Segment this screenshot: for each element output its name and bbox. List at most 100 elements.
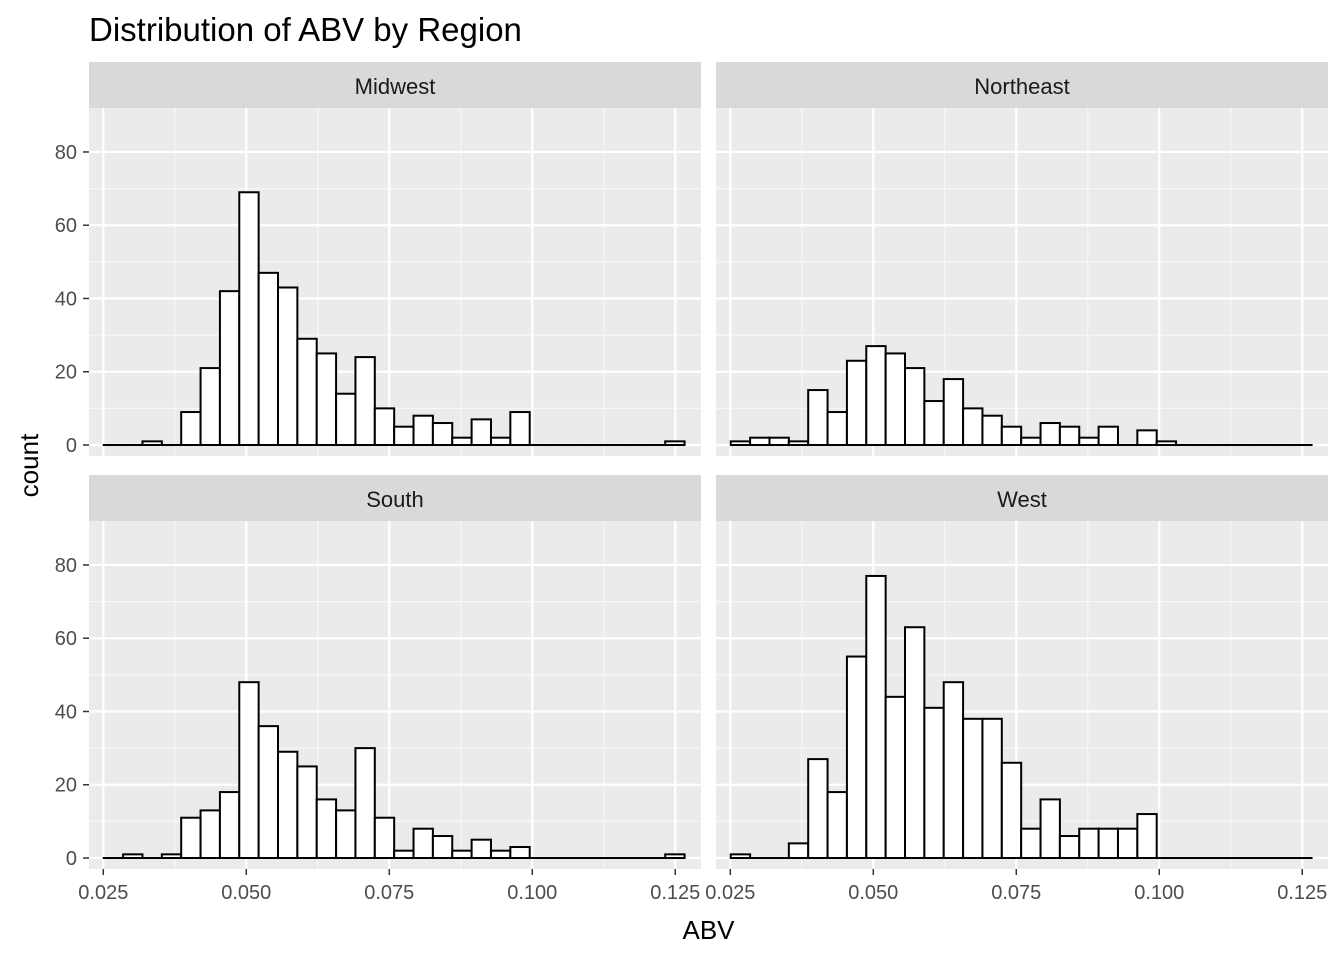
histogram-bar bbox=[181, 818, 200, 858]
histogram-bar bbox=[375, 408, 394, 445]
histogram-bar bbox=[317, 353, 336, 445]
histogram-bar bbox=[510, 412, 529, 445]
histogram-bar bbox=[355, 357, 374, 445]
x-tick-label: 0.125 bbox=[650, 882, 700, 904]
histogram-bar bbox=[414, 829, 433, 858]
histogram-bar bbox=[1137, 814, 1156, 858]
x-tick-label: 0.025 bbox=[78, 882, 128, 904]
histogram-bar bbox=[181, 412, 200, 445]
histogram-bar bbox=[394, 851, 413, 858]
histogram-bar bbox=[375, 818, 394, 858]
y-tick-label: 60 bbox=[55, 215, 77, 237]
histogram-bar bbox=[866, 346, 885, 445]
y-tick-label: 0 bbox=[66, 435, 77, 457]
x-tick-label: 0.100 bbox=[507, 882, 557, 904]
histogram-bar bbox=[905, 368, 924, 445]
histogram-bar bbox=[886, 353, 905, 445]
histogram-bar bbox=[924, 708, 943, 858]
chart-title: Distribution of ABV by Region bbox=[89, 11, 522, 48]
x-tick-label: 0.125 bbox=[1277, 882, 1327, 904]
y-tick-label: 80 bbox=[55, 555, 77, 577]
y-tick-label: 60 bbox=[55, 628, 77, 650]
histogram-bar bbox=[1021, 438, 1040, 445]
histogram-bar bbox=[336, 394, 355, 445]
histogram-bar bbox=[665, 854, 684, 858]
histogram-bar bbox=[924, 401, 943, 445]
histogram-bar bbox=[1157, 441, 1176, 445]
histogram-bar bbox=[278, 287, 297, 445]
histogram-bar bbox=[1060, 427, 1079, 445]
histogram-bar bbox=[789, 843, 808, 858]
histogram-bar bbox=[297, 766, 316, 858]
x-tick-label: 0.100 bbox=[1134, 882, 1184, 904]
y-tick-label: 20 bbox=[55, 362, 77, 384]
histogram-bar bbox=[278, 752, 297, 858]
histogram-bar bbox=[769, 438, 788, 445]
histogram-bar bbox=[847, 657, 866, 858]
facet-strip-label: Midwest bbox=[355, 74, 436, 99]
histogram-bar bbox=[905, 627, 924, 858]
histogram-bar bbox=[808, 390, 827, 445]
histogram-bar bbox=[963, 408, 982, 445]
histogram-bar bbox=[847, 361, 866, 445]
histogram-bar bbox=[259, 273, 278, 445]
histogram-bar bbox=[1079, 438, 1098, 445]
histogram-bar bbox=[239, 192, 258, 445]
histogram-bar bbox=[1118, 829, 1137, 858]
histogram-bar bbox=[201, 810, 220, 858]
histogram-bar bbox=[452, 438, 471, 445]
histogram-bar bbox=[1041, 799, 1060, 858]
histogram-bar bbox=[220, 792, 239, 858]
histogram-bar bbox=[944, 682, 963, 858]
histogram-bar bbox=[1002, 763, 1021, 858]
histogram-bar bbox=[317, 799, 336, 858]
histogram-bar bbox=[828, 792, 847, 858]
histogram-bar bbox=[433, 836, 452, 858]
histogram-bar bbox=[433, 423, 452, 445]
x-tick-label: 0.025 bbox=[705, 882, 755, 904]
histogram-bar bbox=[1002, 427, 1021, 445]
histogram-bar bbox=[239, 682, 258, 858]
x-tick-label: 0.050 bbox=[221, 882, 271, 904]
histogram-bar bbox=[963, 719, 982, 858]
histogram-bar bbox=[297, 339, 316, 445]
histogram-bar bbox=[982, 719, 1001, 858]
histogram-bar bbox=[142, 441, 161, 445]
histogram-bar bbox=[731, 854, 750, 858]
histogram-bar bbox=[1041, 423, 1060, 445]
x-tick-label: 0.075 bbox=[991, 882, 1041, 904]
histogram-bar bbox=[1137, 430, 1156, 445]
facet-strip-label: Northeast bbox=[974, 74, 1069, 99]
histogram-bar bbox=[510, 847, 529, 858]
histogram-bar bbox=[1021, 829, 1040, 858]
histogram-bar bbox=[336, 810, 355, 858]
histogram-bar bbox=[750, 438, 769, 445]
histogram-bar bbox=[808, 759, 827, 858]
histogram-bar bbox=[452, 851, 471, 858]
y-tick-label: 40 bbox=[55, 288, 77, 310]
histogram-bar bbox=[491, 438, 510, 445]
y-tick-label: 20 bbox=[55, 775, 77, 797]
histogram-bar bbox=[394, 427, 413, 445]
x-tick-label: 0.075 bbox=[364, 882, 414, 904]
histogram-bar bbox=[220, 291, 239, 445]
histogram-bar bbox=[162, 854, 181, 858]
histogram-bar bbox=[982, 416, 1001, 445]
facet-strip-label: West bbox=[997, 487, 1047, 512]
histogram-bar bbox=[886, 697, 905, 858]
histogram-bar bbox=[491, 851, 510, 858]
y-tick-label: 80 bbox=[55, 142, 77, 164]
histogram-bar bbox=[201, 368, 220, 445]
histogram-bar bbox=[789, 441, 808, 445]
histogram-bar bbox=[828, 412, 847, 445]
histogram-bar bbox=[731, 441, 750, 445]
histogram-bar bbox=[1099, 829, 1118, 858]
histogram-bar bbox=[866, 576, 885, 858]
y-axis-title: count bbox=[14, 433, 44, 497]
x-tick-label: 0.050 bbox=[848, 882, 898, 904]
x-axis-title: ABV bbox=[682, 915, 735, 945]
histogram-bar bbox=[1099, 427, 1118, 445]
y-tick-label: 0 bbox=[66, 848, 77, 870]
